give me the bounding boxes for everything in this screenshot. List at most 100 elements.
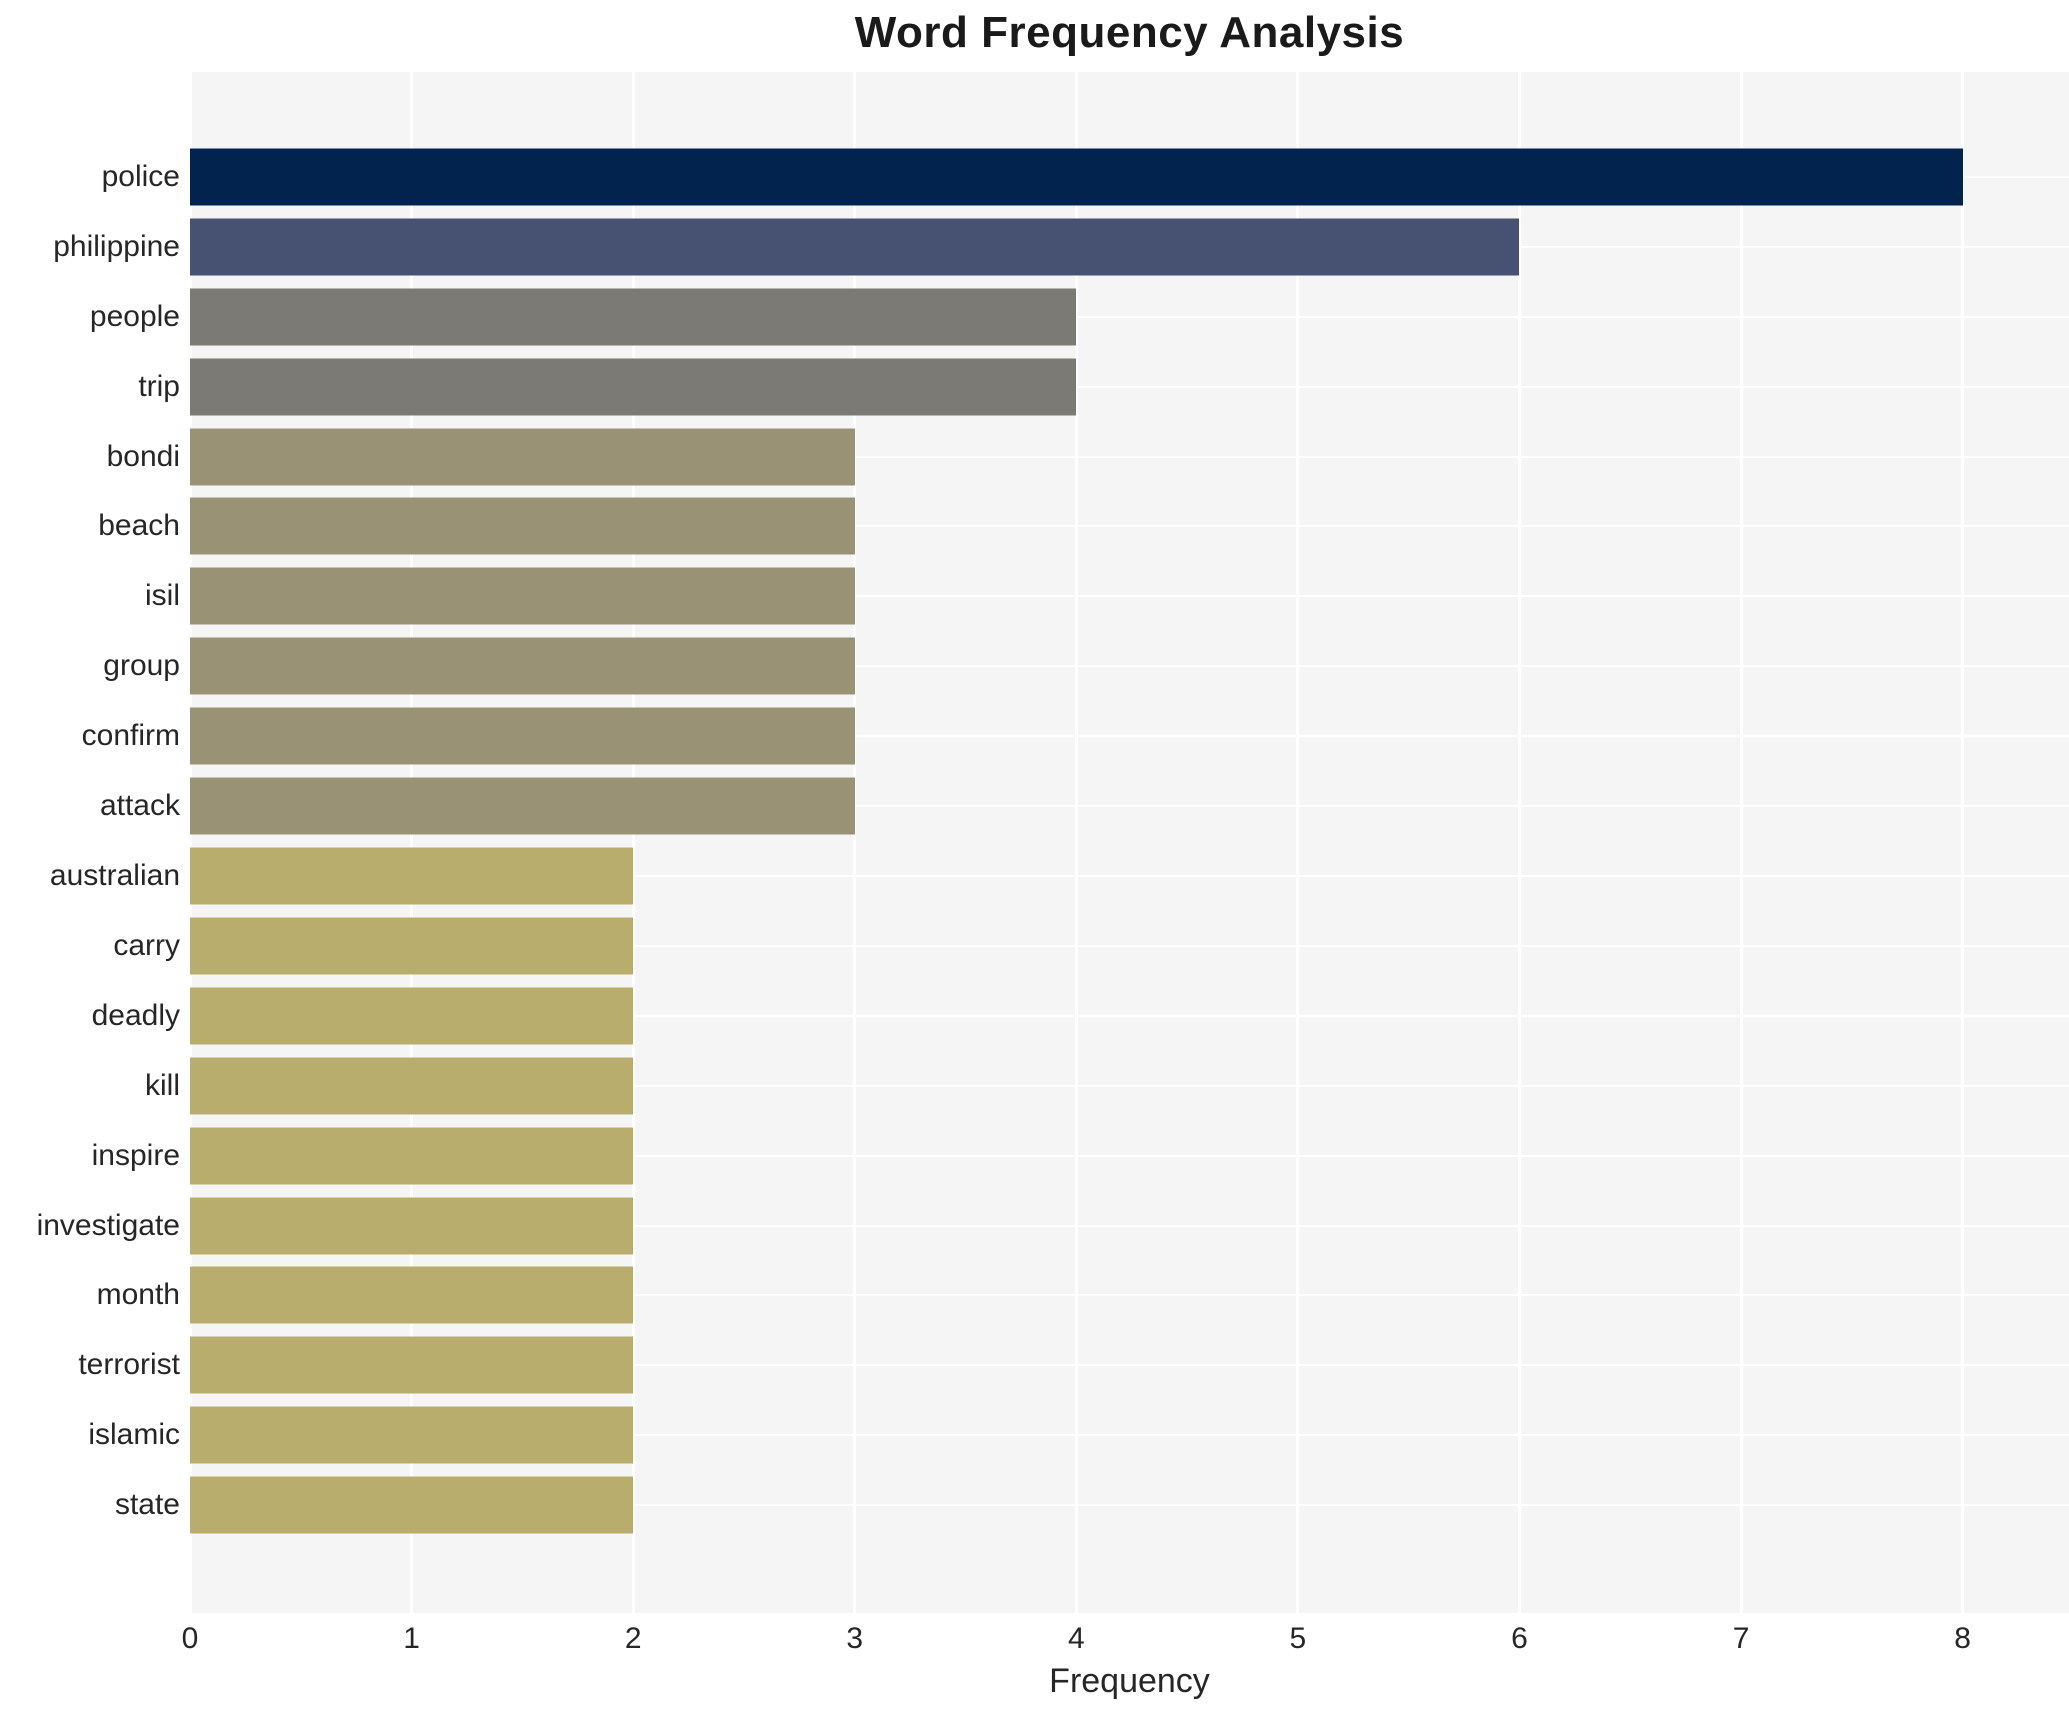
bar-track: [190, 987, 2069, 1045]
bar-row: investigate: [0, 1191, 2069, 1261]
horizontal-gridline: [190, 1084, 2069, 1087]
bar-track: [190, 1197, 2069, 1255]
bar-row: group: [0, 631, 2069, 701]
y-tick-label: isil: [145, 579, 180, 613]
bar-row: state: [0, 1470, 2069, 1540]
horizontal-gridline: [190, 735, 2069, 738]
x-tick-label: 2: [624, 1622, 642, 1655]
y-tick-label: trip: [138, 369, 180, 403]
y-tick-label: attack: [99, 789, 180, 823]
y-tick-label: inspire: [91, 1138, 180, 1172]
frequency-bar: [190, 1197, 634, 1255]
bar-track: [190, 847, 2069, 905]
frequency-bar: [190, 428, 855, 486]
bar-track: [190, 218, 2069, 276]
y-tick-label: terrorist: [78, 1348, 180, 1382]
horizontal-gridline: [190, 875, 2069, 878]
x-tick-label: 1: [403, 1622, 420, 1655]
bar-track: [190, 497, 2069, 555]
horizontal-gridline: [190, 1014, 2069, 1017]
frequency-bar: [190, 1336, 634, 1394]
x-tick-label: 0: [181, 1622, 199, 1655]
bar-track: [190, 1127, 2069, 1185]
bar-track: [190, 1266, 2069, 1324]
bar-track: [190, 148, 2069, 206]
y-tick-label: philippine: [53, 229, 180, 263]
bar-row: deadly: [0, 981, 2069, 1051]
bar-track: [190, 707, 2069, 765]
chart-title: Word Frequency Analysis: [854, 8, 1405, 57]
bar-row: inspire: [0, 1121, 2069, 1191]
bar-row: philippine: [0, 212, 2069, 282]
vertical-gridline: [188, 72, 192, 1613]
bar-row: bondi: [0, 422, 2069, 492]
bar-track: [190, 637, 2069, 695]
x-tick-label: 7: [1732, 1622, 1750, 1655]
frequency-bar: [190, 707, 855, 765]
bar-row: carry: [0, 911, 2069, 981]
frequency-bar: [190, 1406, 634, 1464]
bar-track: [190, 1476, 2069, 1534]
vertical-gridline: [631, 72, 635, 1613]
horizontal-gridline: [190, 1504, 2069, 1507]
frequency-bar: [190, 288, 1077, 346]
horizontal-gridline: [190, 1294, 2069, 1297]
x-tick-label: 8: [1954, 1622, 1971, 1655]
frequency-bar: [190, 777, 855, 835]
bar-track: [190, 1057, 2069, 1115]
horizontal-gridline: [190, 385, 2069, 388]
horizontal-gridline: [190, 805, 2069, 808]
bar-row: police: [0, 142, 2069, 212]
y-tick-label: state: [114, 1488, 180, 1522]
frequency-bar: [190, 567, 855, 625]
bar-row: trip: [0, 352, 2069, 422]
vertical-gridline: [1296, 72, 1300, 1613]
frequency-bar: [190, 1266, 634, 1324]
horizontal-gridline: [190, 525, 2069, 528]
frequency-bar: [190, 497, 855, 555]
bar-row: isil: [0, 561, 2069, 631]
y-tick-label: deadly: [91, 998, 180, 1032]
y-tick-label: people: [89, 299, 180, 333]
vertical-gridline: [1074, 72, 1078, 1613]
y-tick-label: islamic: [88, 1418, 180, 1452]
x-tick-label: 4: [1067, 1622, 1085, 1655]
frequency-bar: [190, 1057, 634, 1115]
y-tick-label: confirm: [81, 719, 180, 753]
vertical-gridline: [1517, 72, 1521, 1613]
bar-track: [190, 1406, 2069, 1464]
bar-row: australian: [0, 841, 2069, 911]
bar-row: month: [0, 1261, 2069, 1331]
horizontal-gridline: [190, 315, 2069, 318]
x-tick-label: 6: [1511, 1622, 1528, 1655]
y-tick-label: australian: [49, 859, 180, 893]
bar-row: attack: [0, 771, 2069, 841]
horizontal-gridline: [190, 1224, 2069, 1227]
frequency-bar: [190, 148, 1963, 206]
frequency-bar: [190, 637, 855, 695]
x-axis-label: Frequency: [1049, 1662, 1210, 1700]
y-tick-label: bondi: [106, 439, 180, 473]
bar-row: kill: [0, 1051, 2069, 1121]
y-tick-label: beach: [98, 509, 180, 543]
bar-row: people: [0, 282, 2069, 352]
horizontal-gridline: [190, 1434, 2069, 1437]
bar-track: [190, 917, 2069, 975]
vertical-gridline: [1739, 72, 1743, 1613]
frequency-bar: [190, 218, 1520, 276]
horizontal-gridline: [190, 665, 2069, 668]
horizontal-gridline: [190, 1154, 2069, 1157]
horizontal-gridline: [190, 1364, 2069, 1367]
vertical-gridline: [853, 72, 857, 1613]
bar-row: terrorist: [0, 1330, 2069, 1400]
y-tick-label: kill: [145, 1068, 180, 1102]
bar-track: [190, 428, 2069, 486]
vertical-gridline: [1961, 72, 1965, 1613]
x-axis-ticks: 0 1 2 3 4 5 6 7 8: [182, 1622, 2069, 1662]
bar-row: confirm: [0, 701, 2069, 771]
y-tick-label: investigate: [36, 1208, 180, 1242]
y-tick-label: carry: [113, 928, 180, 962]
horizontal-gridline: [190, 455, 2069, 458]
frequency-bar: [190, 917, 634, 975]
